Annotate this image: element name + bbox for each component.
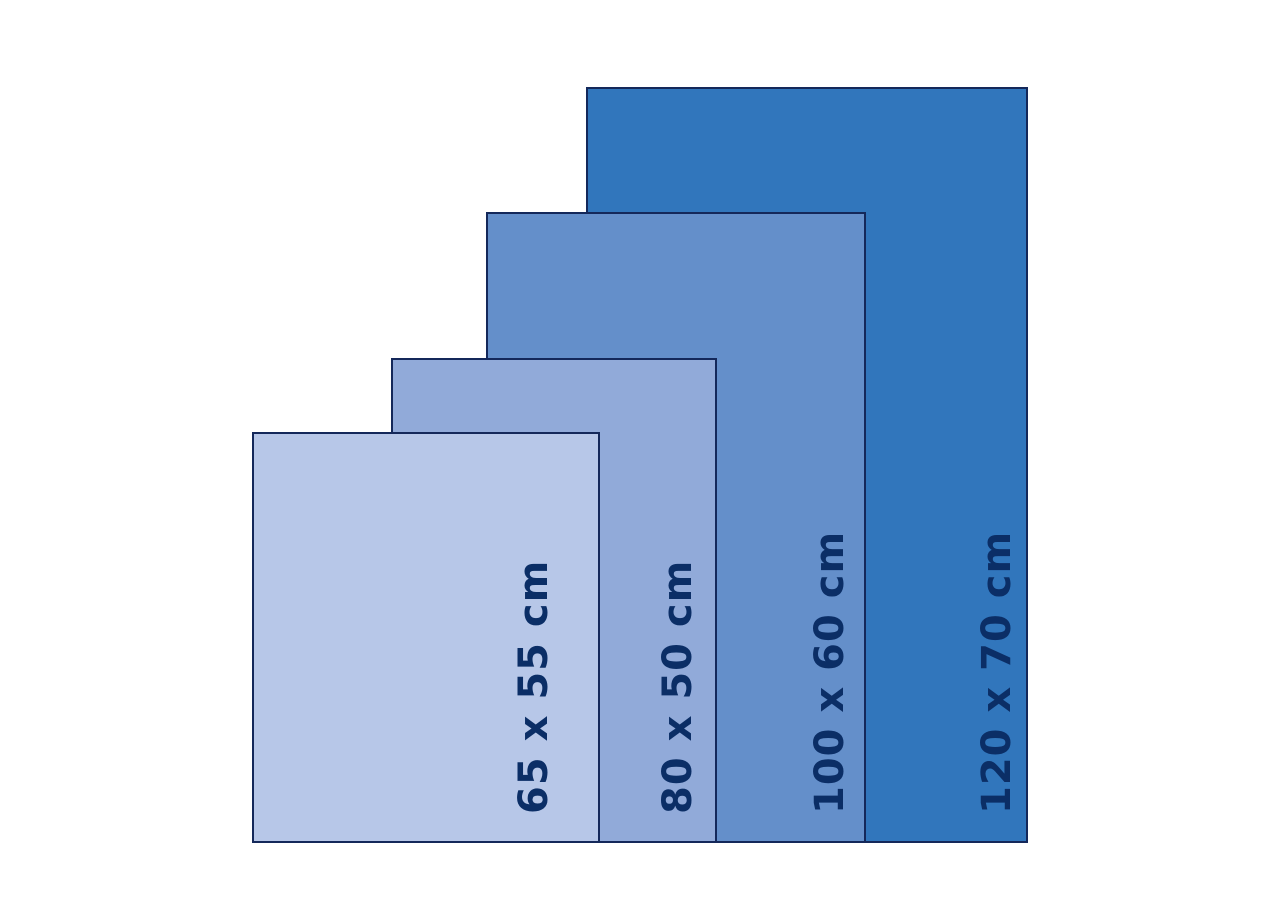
label-100x60: 100 x 60 cm: [807, 530, 853, 814]
label-80x50: 80 x 50 cm: [655, 559, 701, 814]
rect-65x55: [252, 432, 600, 843]
label-120x70: 120 x 70 cm: [974, 530, 1020, 814]
label-65x55: 65 x 55 cm: [511, 559, 557, 814]
